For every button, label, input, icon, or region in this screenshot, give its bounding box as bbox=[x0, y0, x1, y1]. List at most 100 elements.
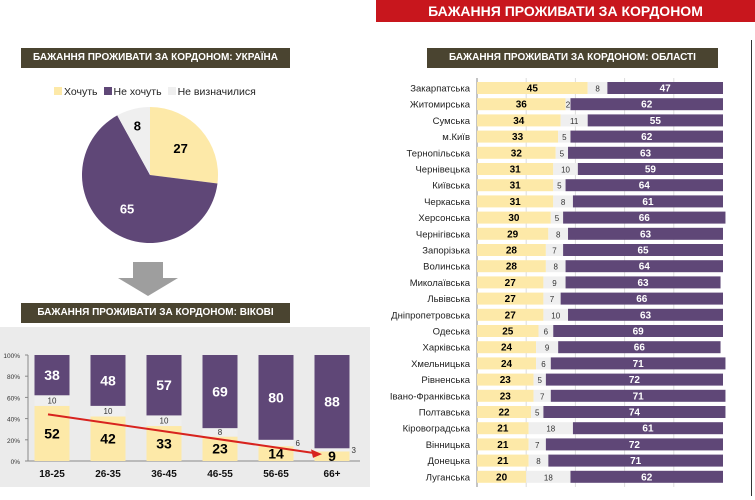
region-bar-1 bbox=[555, 146, 569, 159]
age-bar-label: 10 bbox=[160, 417, 169, 426]
region-bar-label: 45 bbox=[527, 84, 539, 95]
x-tick-label: 56-65 bbox=[263, 469, 289, 480]
region-label: Хмельницька bbox=[411, 359, 471, 370]
region-bar-0 bbox=[477, 98, 566, 111]
region-bar-0 bbox=[477, 260, 546, 273]
region-bar-label: 55 bbox=[650, 116, 662, 127]
region-bar-label: 5 bbox=[557, 182, 562, 191]
region-label: Полтавська bbox=[419, 408, 471, 419]
region-bar-1 bbox=[536, 357, 551, 370]
y-tick-label: 60% bbox=[7, 395, 20, 402]
region-bar-label: 7 bbox=[540, 392, 545, 401]
age-bar-label: 6 bbox=[296, 439, 301, 448]
region-bar-2 bbox=[563, 211, 726, 224]
region-bar-label: 24 bbox=[501, 343, 513, 354]
region-bar-0 bbox=[477, 244, 546, 256]
region-bar-label: 72 bbox=[629, 440, 641, 451]
age-bar-2 bbox=[146, 355, 182, 416]
age-bar-label: 10 bbox=[48, 396, 57, 405]
region-bar-0 bbox=[477, 438, 529, 451]
region-bar-0 bbox=[477, 82, 588, 94]
age-bar-label: 23 bbox=[212, 441, 228, 457]
region-bar-0 bbox=[477, 373, 534, 386]
region-bar-label: 9 bbox=[552, 279, 557, 288]
age-bar-label: 57 bbox=[156, 377, 172, 393]
pie-chart: 27 65 8 bbox=[81, 107, 219, 243]
region-bar-0 bbox=[477, 227, 549, 240]
legend-label: Не хочуть bbox=[113, 86, 162, 98]
region-bar-1 bbox=[543, 308, 569, 321]
region-bar-label: 8 bbox=[553, 263, 558, 272]
region-bar-label: 23 bbox=[500, 375, 512, 386]
region-bar-label: 25 bbox=[502, 327, 514, 338]
x-tick-label: 36-45 bbox=[151, 469, 177, 480]
region-bar-label: 7 bbox=[552, 247, 557, 256]
region-bar-label: 61 bbox=[642, 197, 654, 208]
region-bar-2 bbox=[565, 276, 721, 289]
region-bar-label: 72 bbox=[629, 375, 641, 386]
region-bar-1 bbox=[543, 276, 566, 289]
age-bar-1 bbox=[34, 395, 70, 406]
region-bar-label: 65 bbox=[637, 246, 649, 257]
trend-arrowhead-icon bbox=[311, 449, 322, 458]
region-bar-1 bbox=[558, 130, 571, 143]
region-bar-label: 20 bbox=[496, 472, 508, 483]
y-tick-label: 40% bbox=[7, 417, 20, 424]
region-bar-label: 27 bbox=[505, 310, 517, 321]
region-bar-label: 8 bbox=[595, 85, 600, 94]
region-bar-label: 66 bbox=[634, 343, 646, 354]
region-label: м.Київ bbox=[442, 132, 470, 143]
region-bar-0 bbox=[477, 454, 529, 467]
region-bar-label: 33 bbox=[512, 132, 524, 143]
region-bar-1 bbox=[553, 163, 578, 175]
region-bar-label: 5 bbox=[562, 133, 567, 142]
x-tick-label: 26-35 bbox=[95, 469, 121, 480]
region-bar-2 bbox=[543, 406, 726, 418]
region-bar-label: 8 bbox=[536, 457, 541, 466]
legend-swatch bbox=[167, 87, 176, 95]
pie-title: БАЖАННЯ ПРОЖИВАТИ ЗА КОРДОНОМ: УКРАЇНА bbox=[21, 48, 290, 68]
age-bar-label: 9 bbox=[328, 448, 336, 464]
region-bar-0 bbox=[477, 406, 532, 418]
region-bar-2 bbox=[587, 114, 723, 127]
region-bar-label: 71 bbox=[630, 456, 642, 467]
region-bar-0 bbox=[477, 195, 554, 208]
region-label: Кіровоградська bbox=[403, 424, 471, 435]
region-bar-label: 5 bbox=[555, 214, 560, 223]
region-bar-label: 27 bbox=[505, 278, 517, 289]
region-bar-label: 8 bbox=[561, 198, 566, 207]
age-title: БАЖАННЯ ПРОЖИВАТИ ЗА КОРДОНОМ: ВІКОВІ ГР… bbox=[21, 303, 290, 338]
region-bar-1 bbox=[526, 470, 571, 483]
legend-undecided: Не визначилися bbox=[167, 86, 256, 98]
region-label: Івано-Франківська bbox=[390, 391, 471, 402]
region-bar-label: 29 bbox=[507, 229, 519, 240]
age-bar-label: 52 bbox=[44, 425, 60, 441]
age-bar-1 bbox=[258, 439, 294, 447]
region-bar-label: 28 bbox=[506, 246, 518, 257]
age-bar-0 bbox=[314, 451, 350, 461]
age-bar-0 bbox=[258, 446, 294, 461]
region-bar-label: 64 bbox=[639, 262, 651, 273]
region-bar-1 bbox=[545, 260, 566, 273]
region-bar-1 bbox=[545, 244, 564, 256]
pie-slice-2 bbox=[117, 107, 150, 175]
region-bar-label: 36 bbox=[516, 100, 528, 111]
y-tick-label: 20% bbox=[7, 438, 20, 445]
region-label: Одеська bbox=[433, 327, 471, 338]
region-bar-1 bbox=[538, 325, 554, 337]
region-label: Київська bbox=[432, 181, 470, 192]
legend-label: Не визначилися bbox=[177, 86, 256, 98]
region-bar-1 bbox=[553, 179, 566, 192]
region-label: Рівненська bbox=[421, 375, 470, 386]
age-bar-label: 80 bbox=[268, 389, 284, 405]
pie-label: 8 bbox=[134, 119, 141, 134]
age-bar-1 bbox=[90, 405, 126, 417]
region-bar-label: 31 bbox=[510, 181, 522, 192]
region-bar-label: 62 bbox=[641, 472, 653, 483]
region-bar-2 bbox=[548, 454, 723, 467]
region-bar-label: 24 bbox=[501, 359, 513, 370]
region-bar-2 bbox=[570, 130, 723, 143]
region-label: Миколаївська bbox=[410, 278, 471, 289]
region-bar-label: 21 bbox=[497, 424, 509, 435]
region-bar-label: 5 bbox=[535, 409, 540, 418]
